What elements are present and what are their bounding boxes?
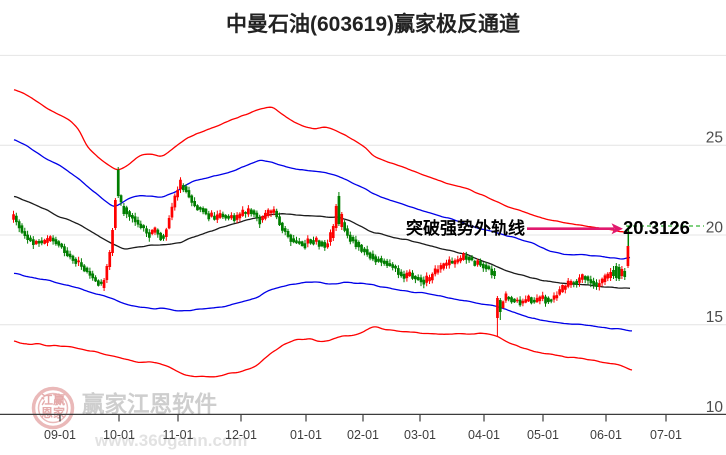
svg-text:恩家: 恩家 <box>41 405 66 420</box>
svg-text:04-01: 04-01 <box>468 428 500 442</box>
svg-text:赢家江恩软件: 赢家江恩软件 <box>82 391 217 417</box>
svg-text:05-01: 05-01 <box>527 428 559 442</box>
svg-text:03-01: 03-01 <box>404 428 436 442</box>
svg-text:15: 15 <box>706 309 723 326</box>
svg-text:01-01: 01-01 <box>290 428 322 442</box>
svg-text:06-01: 06-01 <box>590 428 622 442</box>
svg-text:25: 25 <box>706 130 723 147</box>
svg-text:20.3126: 20.3126 <box>623 217 690 238</box>
svg-text:12-01: 12-01 <box>225 428 257 442</box>
svg-text:02-01: 02-01 <box>347 428 379 442</box>
svg-text:www.360gann.com: www.360gann.com <box>94 431 247 450</box>
svg-text:09-01: 09-01 <box>44 428 76 442</box>
svg-text:突破强势外轨线: 突破强势外轨线 <box>406 218 525 238</box>
svg-text:20: 20 <box>706 220 724 237</box>
svg-text:10-01: 10-01 <box>103 428 135 442</box>
svg-text:11-01: 11-01 <box>162 428 193 442</box>
svg-text:07-01: 07-01 <box>650 428 682 442</box>
svg-text:10: 10 <box>706 399 724 416</box>
svg-text:江赢: 江赢 <box>41 392 65 407</box>
svg-text:中曼石油(603619)赢家极反通道: 中曼石油(603619)赢家极反通道 <box>226 12 520 36</box>
